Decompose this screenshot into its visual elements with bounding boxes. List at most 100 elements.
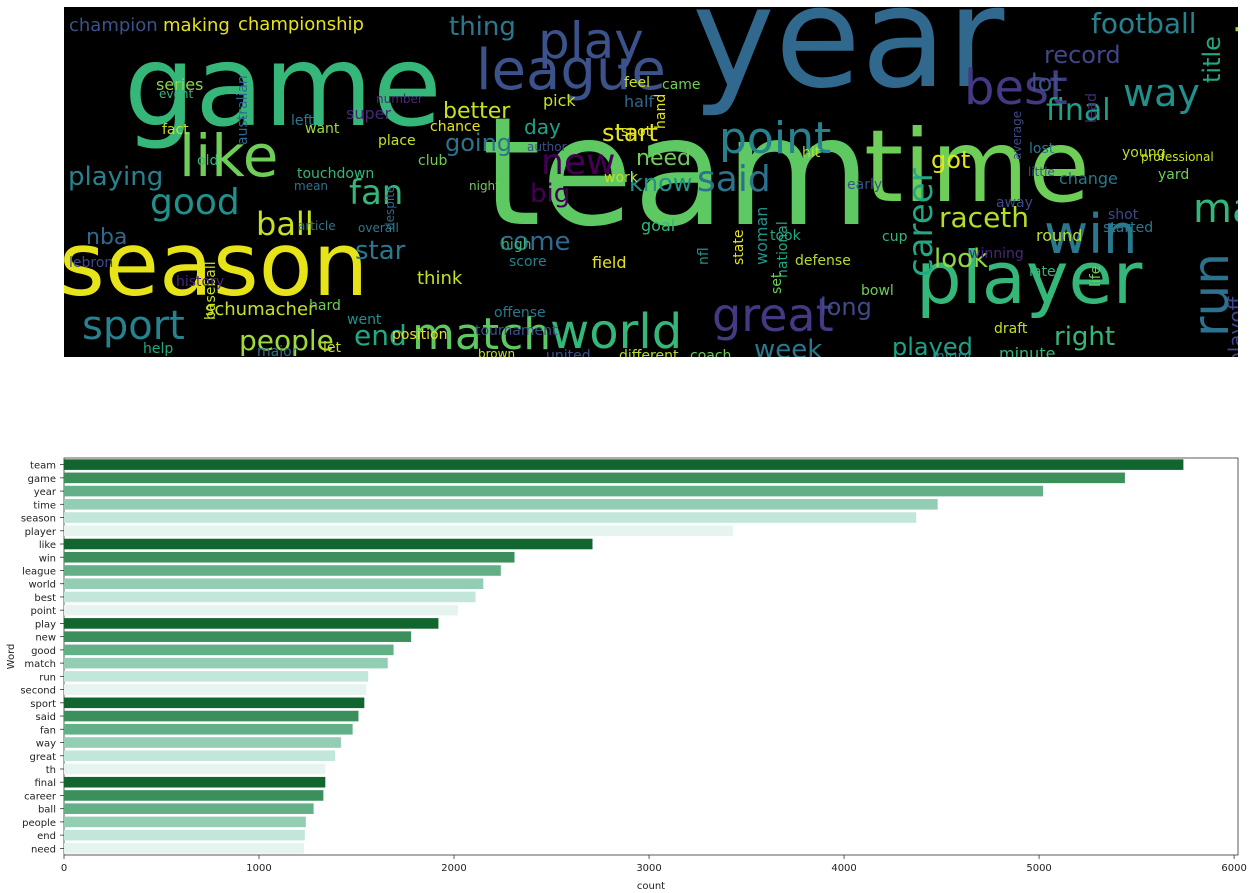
cloud-word: change bbox=[1059, 168, 1118, 188]
cloud-word: match bbox=[412, 309, 552, 357]
cloud-word: mean bbox=[294, 179, 329, 194]
cloud-word: help bbox=[143, 341, 174, 357]
cloud-word: week bbox=[754, 334, 823, 357]
cloud-word: career bbox=[901, 168, 941, 277]
cloud-word: good bbox=[150, 181, 240, 223]
bar bbox=[64, 459, 1184, 470]
cloud-word: fact bbox=[162, 122, 189, 139]
cloud-word: overall bbox=[358, 221, 399, 236]
bar bbox=[64, 776, 326, 788]
plot-frame bbox=[63, 457, 1239, 856]
y-tick-label: good bbox=[31, 646, 56, 657]
cloud-word: making bbox=[163, 14, 230, 36]
cloud-word: spot bbox=[621, 124, 652, 141]
bar bbox=[64, 472, 1125, 484]
cloud-word: early bbox=[847, 177, 883, 194]
cloud-word: thing bbox=[449, 11, 516, 42]
cloud-word: second bbox=[1228, 22, 1238, 187]
cloud-word: need bbox=[636, 146, 691, 172]
cloud-word: lost bbox=[1029, 141, 1055, 158]
cloud-word: shot bbox=[1108, 207, 1139, 224]
word-count-bar-chart: team game year time season player like win leagu… bbox=[6, 457, 1247, 892]
cloud-word: set bbox=[769, 272, 785, 294]
cloud-word: number bbox=[376, 92, 423, 107]
cloud-word: club bbox=[418, 153, 448, 170]
x-tick-label: 5000 bbox=[1026, 863, 1051, 874]
y-tick-label: way bbox=[36, 739, 56, 750]
y-tick-label: sport bbox=[30, 699, 56, 710]
cloud-word: like bbox=[179, 121, 279, 190]
cloud-word: draft bbox=[994, 321, 1028, 338]
cloud-word: goal bbox=[641, 215, 676, 235]
cloud-word: place bbox=[378, 133, 416, 150]
bar bbox=[64, 631, 412, 642]
bar bbox=[64, 657, 388, 669]
y-tick-label: game bbox=[28, 474, 56, 485]
cloud-word: later bbox=[1029, 264, 1062, 281]
bar bbox=[64, 790, 324, 801]
cloud-word: going bbox=[445, 129, 513, 158]
bar bbox=[64, 525, 733, 537]
x-tick-label: 6000 bbox=[1221, 863, 1246, 874]
bar bbox=[64, 671, 369, 682]
cloud-word: came bbox=[662, 77, 701, 94]
bar bbox=[64, 538, 593, 550]
cloud-word: play bbox=[538, 12, 644, 70]
cloud-word: way bbox=[1123, 70, 1200, 115]
cloud-word: played bbox=[892, 333, 973, 357]
x-tick-label: 2000 bbox=[441, 863, 466, 874]
cloud-word: state bbox=[731, 229, 747, 265]
cloud-word: author bbox=[527, 140, 567, 155]
y-tick-label: ball bbox=[38, 805, 56, 816]
cloud-word: professional bbox=[1141, 150, 1214, 165]
bar bbox=[64, 723, 353, 735]
cloud-word: title bbox=[1198, 36, 1226, 83]
cloud-word: champion bbox=[69, 14, 158, 36]
cloud-word: winning bbox=[969, 246, 1024, 263]
bar bbox=[64, 565, 501, 576]
bar bbox=[64, 551, 515, 563]
cloud-word: fan bbox=[349, 173, 404, 214]
y-tick-label: league bbox=[22, 566, 56, 577]
cloud-word: new bbox=[541, 141, 616, 183]
cloud-word: round bbox=[1036, 225, 1083, 245]
y-tick-label: point bbox=[30, 606, 56, 617]
bar bbox=[64, 684, 367, 695]
cloud-word: championship bbox=[238, 13, 364, 35]
cloud-word: lot bbox=[1031, 69, 1062, 98]
x-tick-label: 3000 bbox=[636, 863, 661, 874]
cloud-word: united bbox=[546, 348, 591, 357]
cloud-word: tournament bbox=[475, 323, 558, 340]
y-tick-label: th bbox=[46, 765, 56, 776]
y-tick-label: second bbox=[20, 686, 56, 697]
cloud-word: know bbox=[629, 169, 693, 198]
y-tick-label: like bbox=[39, 540, 56, 551]
cloud-word: defense bbox=[795, 253, 851, 270]
cloud-word: took bbox=[770, 228, 801, 245]
y-tick-label: play bbox=[35, 619, 56, 630]
cloud-word: match bbox=[1193, 186, 1238, 232]
cloud-word: let bbox=[323, 340, 341, 357]
y-tick-label: team bbox=[30, 461, 56, 472]
bar bbox=[64, 591, 476, 603]
cloud-word: long bbox=[820, 293, 872, 322]
cloud-word: cup bbox=[882, 229, 908, 246]
cloud-word: offense bbox=[494, 305, 546, 322]
cloud-word: point bbox=[719, 113, 832, 165]
cloud-word: nba bbox=[86, 225, 128, 251]
cloud-word: big bbox=[530, 178, 571, 209]
y-tick-label: world bbox=[28, 580, 56, 591]
cloud-word: life bbox=[1088, 265, 1104, 287]
cloud-word: woman bbox=[752, 206, 771, 265]
bar bbox=[64, 710, 359, 722]
cloud-word: away bbox=[996, 195, 1033, 212]
cloud-word: time bbox=[864, 108, 1090, 225]
cloud-word: star bbox=[355, 235, 406, 266]
bar bbox=[64, 578, 484, 590]
cloud-word: series bbox=[156, 74, 204, 94]
cloud-word: hand bbox=[653, 93, 669, 129]
cloud-word: chance bbox=[430, 119, 481, 136]
bar bbox=[64, 803, 314, 814]
bar bbox=[64, 485, 1043, 497]
cloud-word: playoff bbox=[1224, 296, 1238, 357]
